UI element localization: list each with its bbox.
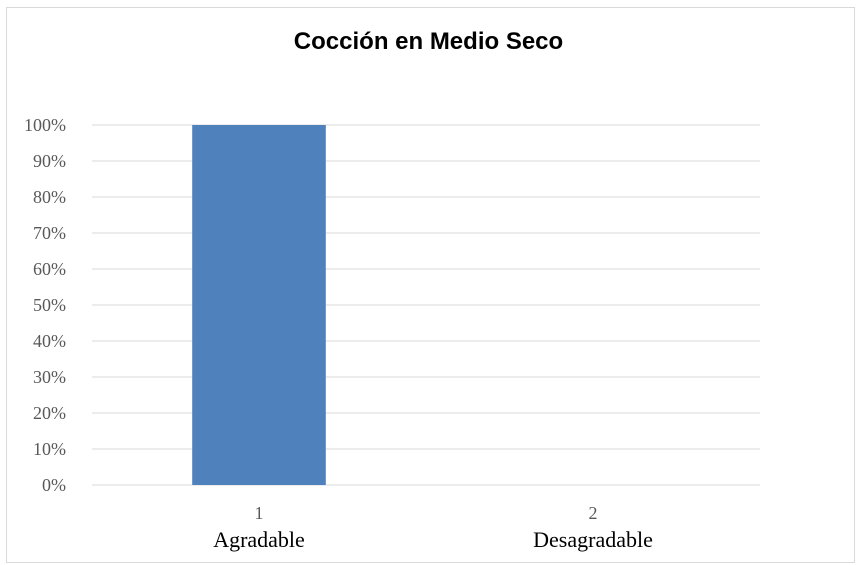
y-tick-label: 20% [33,403,66,423]
y-tick-label: 10% [33,439,66,459]
y-tick-label: 0% [42,475,66,495]
y-tick-label: 50% [33,295,66,315]
chart-title: Cocción en Medio Seco [293,28,564,55]
bar-agradable [192,125,326,485]
y-tick-label: 90% [33,151,66,171]
y-tick-label: 100% [24,115,66,135]
y-tick-label: 80% [33,187,66,207]
x-category-index: 2 [589,503,598,523]
y-tick-label: 40% [33,331,66,351]
x-category-label: Agradable [213,527,305,552]
x-category-index: 1 [255,503,264,523]
x-category-label: Desagradable [533,527,653,552]
y-axis-ticks: 0% 10% 20% 30% 40% 50% 60% 70% 80% 90% 100% [24,115,66,495]
chart-frame [6,7,855,563]
y-tick-label: 30% [33,367,66,387]
y-tick-label: 70% [33,223,66,243]
x-axis-categories: 1 Agradable 2 Desagradable [213,503,653,552]
bars [192,125,326,485]
y-tick-label: 60% [33,259,66,279]
